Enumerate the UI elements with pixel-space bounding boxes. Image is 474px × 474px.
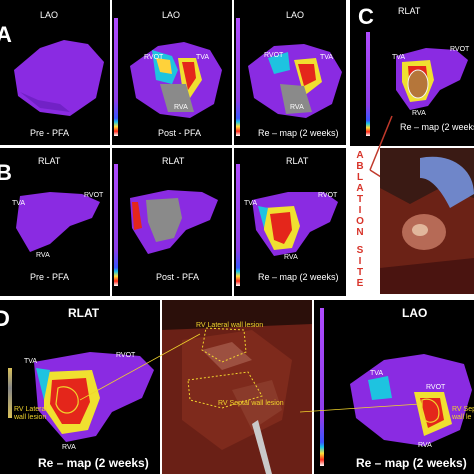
map-caption: Re – map (2 weeks) (400, 122, 474, 132)
heart-map-rlat-d (34, 352, 154, 442)
tva-label: TVA (196, 54, 210, 61)
side-letter: T (356, 267, 364, 278)
color-scale-bar (114, 164, 118, 286)
heart-map-rlat-c (396, 48, 468, 110)
view-label: LAO (286, 10, 305, 20)
lesion-label: RV Lateral (14, 406, 47, 413)
rva-label: RVA (284, 254, 298, 261)
panel-letter-c: C (358, 4, 374, 29)
panel-c-gross-photo (380, 148, 474, 294)
view-label: RLAT (68, 306, 100, 320)
rva-label: RVA (412, 110, 426, 117)
side-letter: S (356, 245, 364, 256)
color-scale-bar (236, 18, 240, 136)
panel-d-left-map: D RLAT TVA RVOT RVA RV Lateral wall lesi… (0, 300, 160, 474)
lesion-connector-lines (79, 333, 421, 413)
ablation-site-vertical-label: A B L A T I O N S I T E (354, 150, 368, 295)
rvot-label: RVOT (426, 384, 446, 391)
rvot-label: RVOT (144, 54, 164, 61)
side-letter: I (358, 205, 362, 216)
panel-a-remap: LAO RVOT TVA RVA Re – map (2 weeks) (234, 0, 346, 145)
lateral-lesion-label: RV Lateral wall lesion (196, 322, 264, 329)
septal-lesion-label: RV Septal wall lesion (218, 400, 284, 407)
view-label: LAO (162, 10, 181, 20)
panel-d-gross-photo: RV Lateral wall lesion RV Septal wall le… (162, 300, 312, 474)
panel-c-map: C RLAT TVA RVOT RVA Re – map (2 weeks) (350, 0, 474, 146)
heart-map-rlat-remap (252, 192, 338, 256)
color-scale-bar (236, 164, 240, 286)
rvot-label: RVOT (264, 52, 284, 59)
rva-label: RVA (290, 104, 304, 111)
map-caption: Re – map (2 weeks) (258, 272, 339, 282)
side-letter: L (356, 172, 364, 183)
color-scale-bar (320, 308, 324, 466)
side-letter: T (356, 194, 364, 205)
panel-a-post: LAO RVOT TVA RVA Post - PFA (112, 0, 232, 145)
rvot-label: RVOT (450, 46, 470, 53)
heart-specimen-photo (162, 300, 312, 474)
lesion-label: wall le (452, 414, 472, 421)
map-caption: Post - PFA (156, 272, 200, 282)
panel-a-pre: A LAO Pre - PFA (0, 0, 110, 145)
heart-map-rlat-post (130, 190, 218, 254)
side-letter: A (356, 183, 364, 194)
electrode-catheter (8, 368, 12, 418)
panel-letter-a: A (0, 22, 12, 47)
rvot-label: RVOT (318, 192, 338, 199)
panel-d-right-map: LAO TVA RVOT RVA RV Sep wall le Re – map… (314, 300, 474, 474)
rvot-label: RVOT (84, 192, 104, 199)
map-caption: Pre - PFA (30, 272, 70, 282)
heart-map-lao-post (130, 42, 222, 118)
tva-label: TVA (392, 54, 406, 61)
view-label: RLAT (162, 156, 185, 166)
map-caption: Re – map (2 weeks) (356, 456, 467, 470)
side-letter: O (356, 216, 364, 227)
side-letter: I (358, 256, 362, 267)
map-caption: Re – map (2 weeks) (258, 128, 339, 138)
panel-b-pre: B RLAT TVA RVOT RVA Pre - PFA (0, 148, 110, 296)
tva-label: TVA (12, 200, 26, 207)
panel-b-post: RLAT Post - PFA (112, 148, 232, 296)
heart-map-rlat-pre (16, 192, 100, 252)
view-label: LAO (402, 306, 428, 320)
rva-label: RVA (418, 442, 432, 449)
tva-label: TVA (320, 54, 334, 61)
side-letter: B (356, 161, 364, 172)
map-caption: Re – map (2 weeks) (38, 456, 149, 470)
color-scale-bar (114, 18, 118, 136)
tva-label: TVA (24, 358, 38, 365)
tva-label: TVA (370, 370, 384, 377)
tva-label: TVA (244, 200, 258, 207)
color-scale-bar (366, 32, 370, 136)
heart-map-lao-remap (248, 44, 342, 118)
side-letter: E (356, 278, 364, 289)
view-label: RLAT (398, 6, 421, 16)
lesion-label: wall lesion (14, 414, 47, 421)
panel-letter-b: B (0, 160, 12, 185)
rva-label: RVA (62, 444, 76, 451)
panel-letter-d: D (0, 306, 10, 331)
rva-label: RVA (174, 104, 188, 111)
map-caption: Pre - PFA (30, 128, 70, 138)
side-letter: A (356, 150, 364, 161)
panel-b-remap: RLAT TVA RVOT RVA Re – map (2 weeks) (234, 148, 346, 296)
side-letter: N (356, 227, 364, 238)
heart-specimen-photo (380, 148, 474, 294)
view-label: RLAT (38, 156, 61, 166)
rva-label: RVA (36, 252, 50, 259)
view-label: RLAT (286, 156, 309, 166)
lesion-label: RV Sep (452, 406, 474, 413)
map-caption: Post - PFA (158, 128, 202, 138)
heart-map-lao-pre (14, 40, 104, 116)
rvot-label: RVOT (116, 352, 136, 359)
view-label: LAO (40, 10, 59, 20)
heart-map-lao-d (350, 354, 472, 446)
